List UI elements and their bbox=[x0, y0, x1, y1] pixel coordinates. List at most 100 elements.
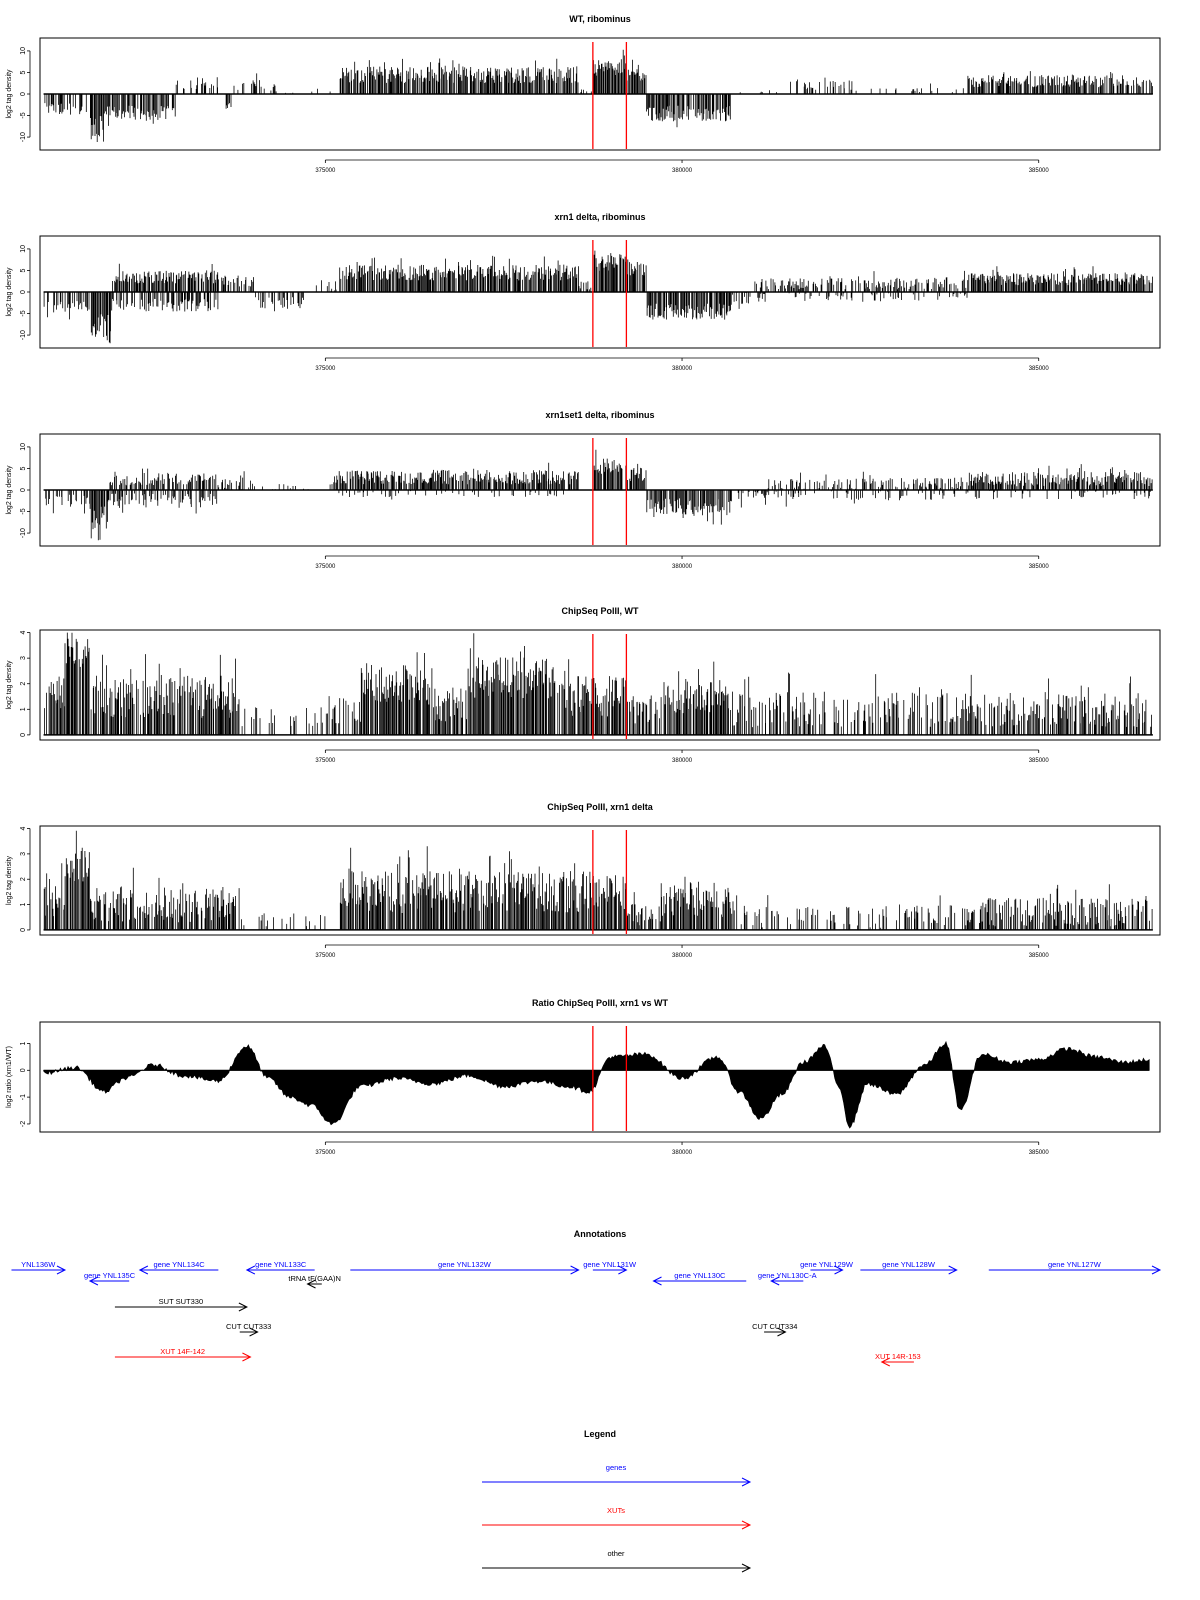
annotation-feature: XUT 14R-153 bbox=[875, 1352, 921, 1367]
bar-region-4 bbox=[241, 707, 323, 735]
bar-region-8 bbox=[467, 633, 554, 735]
y-tick-label: 5 bbox=[20, 70, 27, 74]
annotation-feature: gene YNL132W bbox=[350, 1260, 580, 1275]
bar-region-7 bbox=[433, 687, 467, 735]
bar-region-15 bbox=[788, 292, 968, 302]
bar-region-3 bbox=[112, 263, 219, 292]
annotation-feature: gene YNL127W bbox=[988, 1260, 1162, 1275]
y-tick-label: -2 bbox=[20, 1121, 27, 1127]
bar-region-9 bbox=[660, 876, 733, 930]
annotation-arrowhead bbox=[245, 1265, 256, 1275]
annotation-label: gene YNL129W bbox=[800, 1260, 854, 1269]
x-tick-label: 375000 bbox=[315, 564, 336, 570]
y-tick-label: 0 bbox=[20, 290, 27, 294]
y-tick-label: 2 bbox=[20, 877, 27, 881]
annotation-feature: YNL136W bbox=[11, 1260, 67, 1275]
legend-item: XUTs bbox=[482, 1506, 752, 1530]
x-axis: 375000 380000 385000 bbox=[315, 944, 1050, 959]
bar-region-7 bbox=[593, 875, 627, 930]
bar-region-8 bbox=[339, 58, 579, 94]
legend-label: other bbox=[607, 1549, 625, 1558]
plot-frame bbox=[39, 825, 1161, 936]
bar-region-13 bbox=[732, 292, 766, 309]
data-series bbox=[43, 250, 1153, 344]
annotation-label: CUT CUT333 bbox=[226, 1322, 271, 1331]
bar-region-2 bbox=[64, 632, 90, 735]
annotation-label: gene YNL131W bbox=[583, 1260, 637, 1269]
annotation-feature: tRNA tF(GAA)N bbox=[288, 1274, 341, 1289]
bar-region-11 bbox=[626, 259, 647, 292]
x-tick-label: 385000 bbox=[1029, 953, 1050, 959]
annotation-arrowhead bbox=[652, 1276, 662, 1286]
annotation-label: YNL136W bbox=[21, 1260, 56, 1269]
annotation-feature: gene YNL135C bbox=[84, 1271, 136, 1286]
annotation-arrowhead bbox=[777, 1327, 787, 1337]
y-axis: 4 3 2 1 0 bbox=[20, 631, 31, 737]
x-tick-label: 380000 bbox=[672, 1150, 693, 1156]
y-axis: 10 5 0 -5 -10 bbox=[20, 47, 31, 142]
x-tick-label: 380000 bbox=[672, 953, 693, 959]
ratio-area bbox=[43, 1040, 1150, 1129]
x-tick-label: 385000 bbox=[1029, 1150, 1050, 1156]
bar-region-2 bbox=[89, 490, 108, 541]
y-tick-label: 4 bbox=[20, 826, 27, 830]
bar-region-14 bbox=[768, 490, 968, 507]
plot-frame bbox=[39, 235, 1161, 349]
y-tick-label: 4 bbox=[20, 631, 27, 635]
annotation-arrowhead bbox=[306, 1279, 316, 1289]
annotation-label: gene YNL134C bbox=[154, 1260, 206, 1269]
annotation-label: XUT 14F-142 bbox=[160, 1347, 205, 1356]
bar-region-12 bbox=[660, 661, 731, 735]
annotation-label: XUT 14R-153 bbox=[875, 1352, 921, 1361]
bar-region-7 bbox=[333, 462, 579, 490]
y-tick-label: 0 bbox=[20, 928, 27, 932]
plot-frame bbox=[39, 37, 1161, 151]
bar-region-8 bbox=[626, 892, 661, 930]
y-tick-label: -10 bbox=[20, 330, 27, 340]
annotation-label: gene YNL128W bbox=[882, 1260, 936, 1269]
bar-region-6 bbox=[360, 652, 433, 735]
bar-region-7 bbox=[315, 280, 337, 292]
bar-region-5 bbox=[218, 275, 254, 292]
bar-region-13 bbox=[732, 672, 881, 735]
bar-region-14 bbox=[883, 687, 967, 735]
bar-region-1 bbox=[43, 863, 65, 930]
annotation-feature: gene YNL128W bbox=[860, 1260, 958, 1275]
y-tick-label: 0 bbox=[20, 488, 27, 492]
annotation-arrowhead bbox=[880, 1357, 891, 1367]
annotations-track: Annotations YNL136W gene YNL135C gene YNL13… bbox=[11, 1229, 1162, 1367]
y-tick-label: -10 bbox=[20, 528, 27, 538]
bar-region-16 bbox=[967, 266, 1153, 292]
chart-title: WT, ribominus bbox=[569, 14, 631, 24]
x-tick-label: 380000 bbox=[672, 168, 693, 174]
bar-region-16 bbox=[967, 490, 1151, 500]
y-tick-label: 3 bbox=[20, 852, 27, 856]
y-tick-label: 1 bbox=[20, 707, 27, 711]
annotation-arrowhead bbox=[1151, 1265, 1162, 1275]
legend-item: other bbox=[482, 1549, 752, 1573]
chart-panel-6: Ratio ChipSeq PolII, xrn1 vs WT log2 rati… bbox=[6, 998, 1161, 1156]
annotation-arrowhead bbox=[238, 1302, 248, 1312]
bar-region-10 bbox=[593, 49, 626, 94]
x-tick-label: 375000 bbox=[315, 758, 336, 764]
bar-region-12 bbox=[646, 292, 732, 320]
bar-region-16 bbox=[967, 71, 1153, 94]
bar-region-9 bbox=[592, 449, 627, 490]
annotation-label: gene YNL132W bbox=[438, 1260, 492, 1269]
annotation-feature: gene YNL129W bbox=[800, 1260, 854, 1275]
annotation-label: gene YNL135C bbox=[84, 1271, 136, 1280]
bar-region-15 bbox=[855, 83, 964, 94]
y-tick-label: 0 bbox=[20, 1068, 27, 1072]
plot-frame bbox=[39, 629, 1161, 741]
legend-title: Legend bbox=[584, 1429, 616, 1439]
bar-region-2 bbox=[90, 292, 111, 344]
chart-panel-2: xrn1 delta, ribominus log2 tag density 10 5… bbox=[6, 212, 1161, 372]
y-axis: 1 0 -1 -2 bbox=[20, 1041, 31, 1127]
legend-label: XUTs bbox=[607, 1506, 625, 1515]
x-axis: 375000 380000 385000 bbox=[315, 159, 1049, 174]
bar-region-6 bbox=[255, 292, 304, 312]
bar-region-10 bbox=[626, 463, 647, 490]
bar-region-7 bbox=[275, 88, 332, 94]
annotation-label: CUT CUT334 bbox=[752, 1322, 797, 1331]
chart-title: ChipSeq PolII, xrn1 delta bbox=[547, 802, 654, 812]
